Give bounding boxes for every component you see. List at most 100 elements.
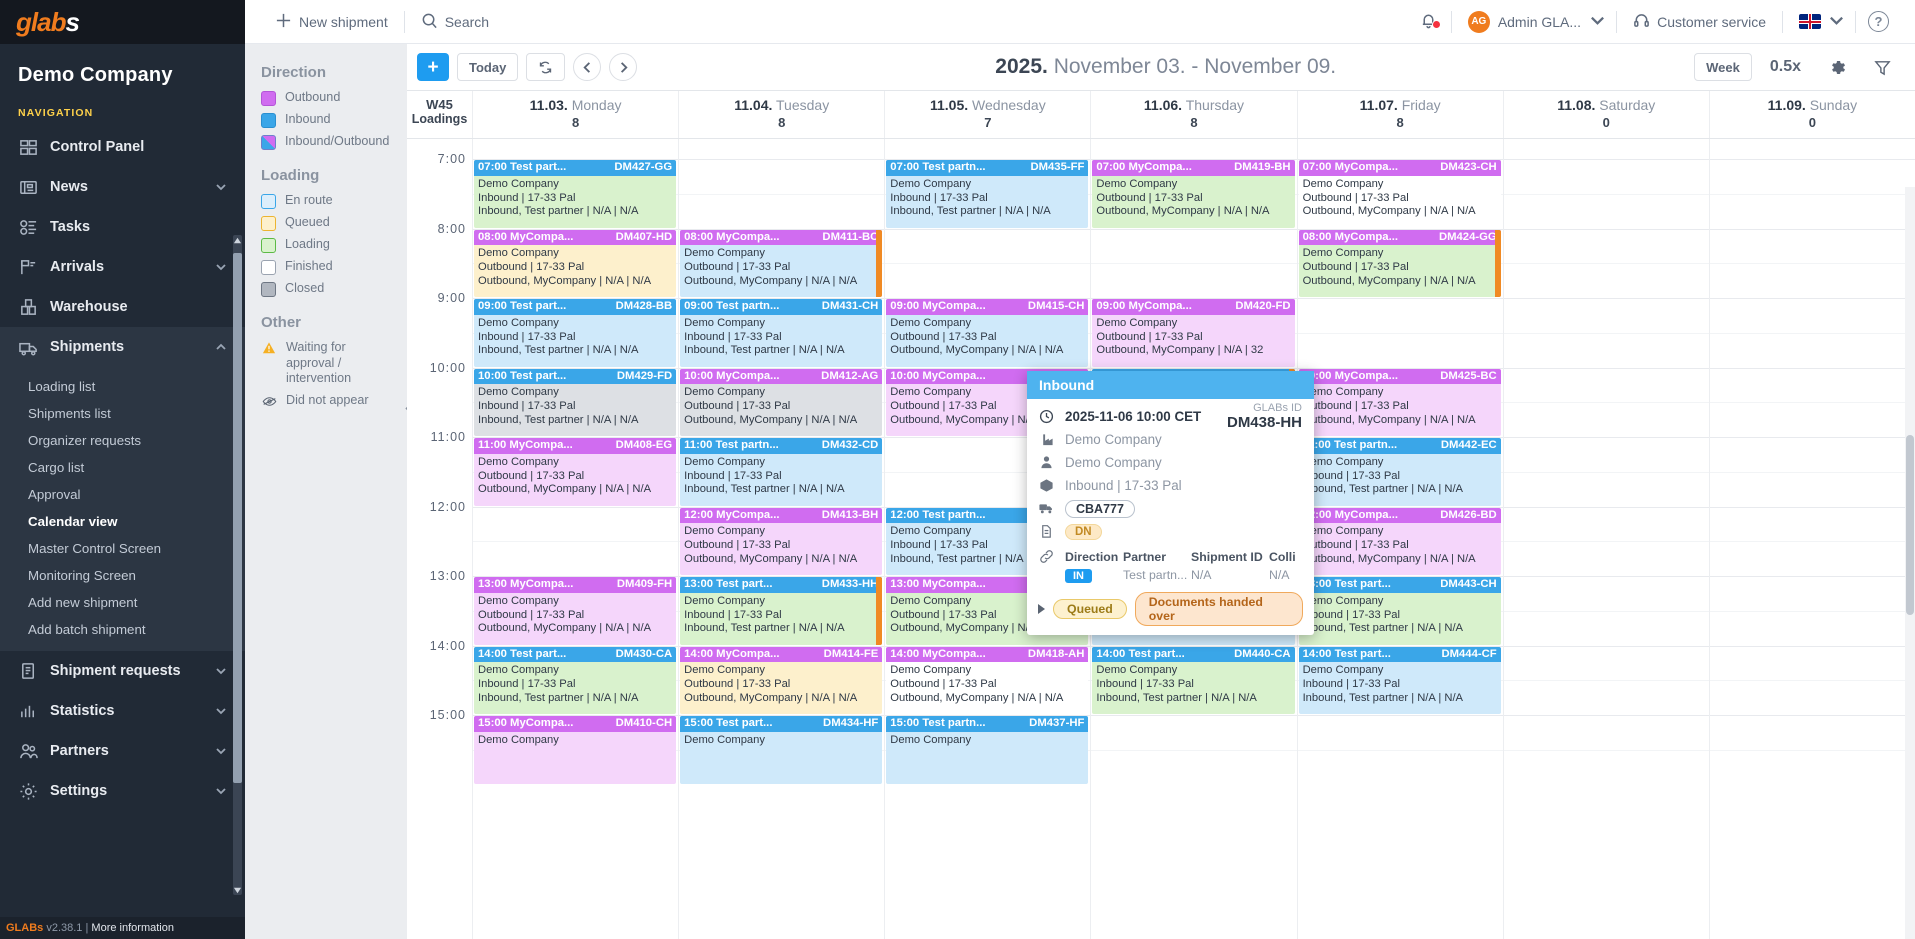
day-header-sunday[interactable]: 11.09. Sunday 0 (1708, 91, 1915, 138)
calendar-event[interactable]: 07:00 MyCompa... DM419-BH Demo Company Outb… (1092, 160, 1295, 228)
calendar-event[interactable]: 12:00 MyCompa... DM426-BD Demo Company Outb… (1298, 507, 1501, 575)
sidebar-item-add-new-shipment[interactable]: Add new shipment (28, 595, 138, 610)
calendar-event[interactable]: 14:00 Test part... DM430-CA Demo Company In… (474, 646, 677, 714)
scroll-up-arrow[interactable] (233, 235, 242, 245)
day-header-thursday[interactable]: 11.06. Thursday 8 (1090, 91, 1296, 138)
glabs-logo[interactable]: glabs (16, 6, 80, 37)
sidebar-item-approval[interactable]: Approval (28, 487, 81, 502)
sidebar-scroll-thumb[interactable] (233, 253, 242, 783)
calendar-event[interactable]: 13:00 MyCompa... DM409-FH Demo Company Outb… (474, 577, 677, 645)
calendar-event[interactable]: 09:00 Test partn... DM431-CH Demo Company I… (680, 299, 883, 367)
day-header-friday[interactable]: 11.07. Friday 8 (1296, 91, 1503, 138)
scroll-down-arrow[interactable] (233, 885, 242, 895)
notifications-button[interactable] (1406, 12, 1451, 32)
sidebar-item-monitoring-screen[interactable]: Monitoring Screen (28, 568, 136, 583)
language-selector[interactable] (1783, 0, 1855, 44)
filter-waiting-for-approval[interactable]: Waiting for approval / intervention (261, 340, 397, 387)
sidebar-item-cargo-list[interactable]: Cargo list (28, 460, 85, 475)
calendar-event[interactable]: 09:00 MyCompa... DM415-CH Demo Company Outb… (886, 299, 1089, 367)
calendar-event[interactable]: 09:00 MyCompa... DM420-FD Demo Company Outb… (1092, 299, 1295, 367)
calendar-event[interactable]: 14:00 Test part... DM444-CF Demo Company In… (1298, 646, 1501, 714)
calendar-event[interactable]: 10:00 MyCompa... DM425-BC Demo Company Outb… (1298, 368, 1501, 436)
add-event-button[interactable]: + (417, 53, 449, 81)
calendar-event[interactable]: 08:00 MyCompa... DM407-HD Demo Company Outb… (474, 229, 677, 297)
sidebar-item-add-batch-shipment[interactable]: Add batch shipment (28, 622, 146, 637)
view-mode-button[interactable]: Week (1694, 53, 1752, 81)
sidebar-item-organizer-requests[interactable]: Organizer requests (28, 433, 142, 448)
today-button[interactable]: Today (457, 53, 519, 81)
popup-table-row[interactable]: IN Test partn... N/A N/A (1065, 568, 1303, 583)
sidebar-item-warehouse[interactable]: Warehouse (0, 287, 245, 327)
customer-service-button[interactable]: Customer service (1617, 0, 1782, 44)
filter-did-not-appear[interactable]: Did not appear (261, 393, 397, 409)
sidebar-item-calendar-view[interactable]: Calendar view (28, 514, 118, 529)
day-header-saturday[interactable]: 11.08. Saturday 0 (1502, 91, 1709, 138)
calendar-event[interactable]: 11:00 MyCompa... DM408-EG Demo Company Outb… (474, 438, 677, 506)
sidebar-item-news[interactable]: News (0, 167, 245, 207)
calendar-event[interactable]: 08:00 MyCompa... DM424-GG Demo Company Outb… (1298, 229, 1501, 297)
calendar-vertical-scrollbar[interactable] (1905, 187, 1915, 939)
filter-finished[interactable]: Finished (261, 259, 397, 275)
filter-inbound-outbound[interactable]: Inbound/Outbound (261, 134, 397, 150)
calendar-event[interactable]: 14:00 Test part... DM440-CA Demo Company In… (1092, 646, 1295, 714)
calendar-event[interactable]: 15:00 Test partn... DM437-HF Demo Company (886, 716, 1089, 784)
filter-outbound[interactable]: Outbound (261, 90, 397, 106)
sidebar-item-settings[interactable]: Settings (0, 771, 245, 811)
footer-more-information-link[interactable]: More information (91, 922, 174, 934)
calendar-event[interactable]: 11:00 Test partn... DM442-EC Demo Company I… (1298, 438, 1501, 506)
calendar-event[interactable]: 09:00 Test part... DM428-BB Demo Company In… (474, 299, 677, 367)
day-column-sunday[interactable] (1708, 139, 1915, 939)
calendar-event[interactable]: 11:00 Test partn... DM432-CD Demo Company I… (680, 438, 883, 506)
calendar-event[interactable]: 14:00 MyCompa... DM414-FE Demo Company Outb… (680, 646, 883, 714)
calendar-event[interactable]: 07:00 Test part... DM427-GG Demo Company In… (474, 160, 677, 228)
day-header-monday[interactable]: 11.03. Monday 8 (472, 91, 678, 138)
help-button[interactable]: ? (1856, 0, 1901, 44)
search-button[interactable]: Search (405, 0, 505, 44)
calendar-settings-button[interactable] (1819, 58, 1856, 77)
calendar-filter-button[interactable] (1864, 58, 1901, 77)
day-column-tuesday[interactable]: 08:00 MyCompa... DM411-BC Demo Company Outb… (678, 139, 885, 939)
filter-en-route[interactable]: En route (261, 193, 397, 209)
new-shipment-button[interactable]: New shipment (259, 0, 404, 44)
calendar-event[interactable]: 15:00 Test part... DM434-HF Demo Company (680, 716, 883, 784)
previous-week-button[interactable] (573, 53, 602, 81)
sidebar-scrollbar[interactable] (233, 235, 242, 895)
calendar-event[interactable]: 15:00 MyCompa... DM410-CH Demo Company (474, 716, 677, 784)
color-swatch-inbound (261, 113, 276, 128)
next-week-button[interactable] (609, 53, 638, 81)
sidebar-item-arrivals[interactable]: Arrivals (0, 247, 245, 287)
filter-loading[interactable]: Loading (261, 237, 397, 253)
sidebar-item-shipments[interactable]: Shipments (0, 327, 245, 367)
event-detail-popup[interactable]: Inbound GLABs ID DM438-HH 2025-11-06 10:… (1027, 371, 1314, 635)
calendar-event[interactable]: 07:00 Test partn... DM435-FF Demo Company I… (886, 160, 1089, 228)
sidebar-item-tasks[interactable]: Tasks (0, 207, 245, 247)
day-column-friday[interactable]: 07:00 MyCompa... DM423-CH Demo Company Outb… (1296, 139, 1503, 939)
zoom-level-button[interactable]: 0.5x (1769, 58, 1801, 75)
sidebar-item-statistics[interactable]: Statistics (0, 691, 245, 731)
calendar-event[interactable]: 10:00 Test part... DM429-FD Demo Company In… (474, 368, 677, 436)
day-header-wednesday[interactable]: 11.05. Wednesday 7 (884, 91, 1090, 138)
sidebar-item-master-control-screen[interactable]: Master Control Screen (28, 541, 162, 556)
calendar-event[interactable]: 13:00 Test part... DM433-HH Demo Company In… (680, 577, 883, 645)
day-column-monday[interactable]: 07:00 Test part... DM427-GG Demo Company In… (472, 139, 679, 939)
calendar-event[interactable]: 10:00 MyCompa... DM412-AG Demo Company Outb… (680, 368, 883, 436)
calendar-event[interactable]: 07:00 MyCompa... DM423-CH Demo Company Outb… (1298, 160, 1501, 228)
sidebar-item-loading-list[interactable]: Loading list (28, 379, 96, 394)
day-column-saturday[interactable] (1502, 139, 1709, 939)
calendar-event[interactable]: 14:00 MyCompa... DM418-AH Demo Company Outb… (886, 646, 1089, 714)
user-menu[interactable]: AG Admin GLA... (1452, 0, 1616, 44)
sidebar-item-partners[interactable]: Partners (0, 731, 245, 771)
expand-triangle-icon[interactable] (1038, 604, 1045, 614)
filter-closed[interactable]: Closed (261, 281, 397, 297)
refresh-button[interactable] (526, 53, 566, 81)
sidebar-item-shipments-list[interactable]: Shipments list (28, 406, 111, 421)
day-header-tuesday[interactable]: 11.04. Tuesday 8 (678, 91, 884, 138)
sidebar-item-control-panel[interactable]: Control Panel (0, 127, 245, 167)
calendar-event[interactable]: 08:00 MyCompa... DM411-BC Demo Company Outb… (680, 229, 883, 297)
calendar-event[interactable]: 13:00 Test part... DM443-CH Demo Company In… (1298, 577, 1501, 645)
sidebar-item-shipment-requests[interactable]: Shipment requests (0, 651, 245, 691)
calendar-scroll-thumb[interactable] (1906, 435, 1914, 615)
calendar-event[interactable]: 12:00 MyCompa... DM413-BH Demo Company Outb… (680, 507, 883, 575)
filter-queued[interactable]: Queued (261, 215, 397, 231)
filter-inbound[interactable]: Inbound (261, 112, 397, 128)
